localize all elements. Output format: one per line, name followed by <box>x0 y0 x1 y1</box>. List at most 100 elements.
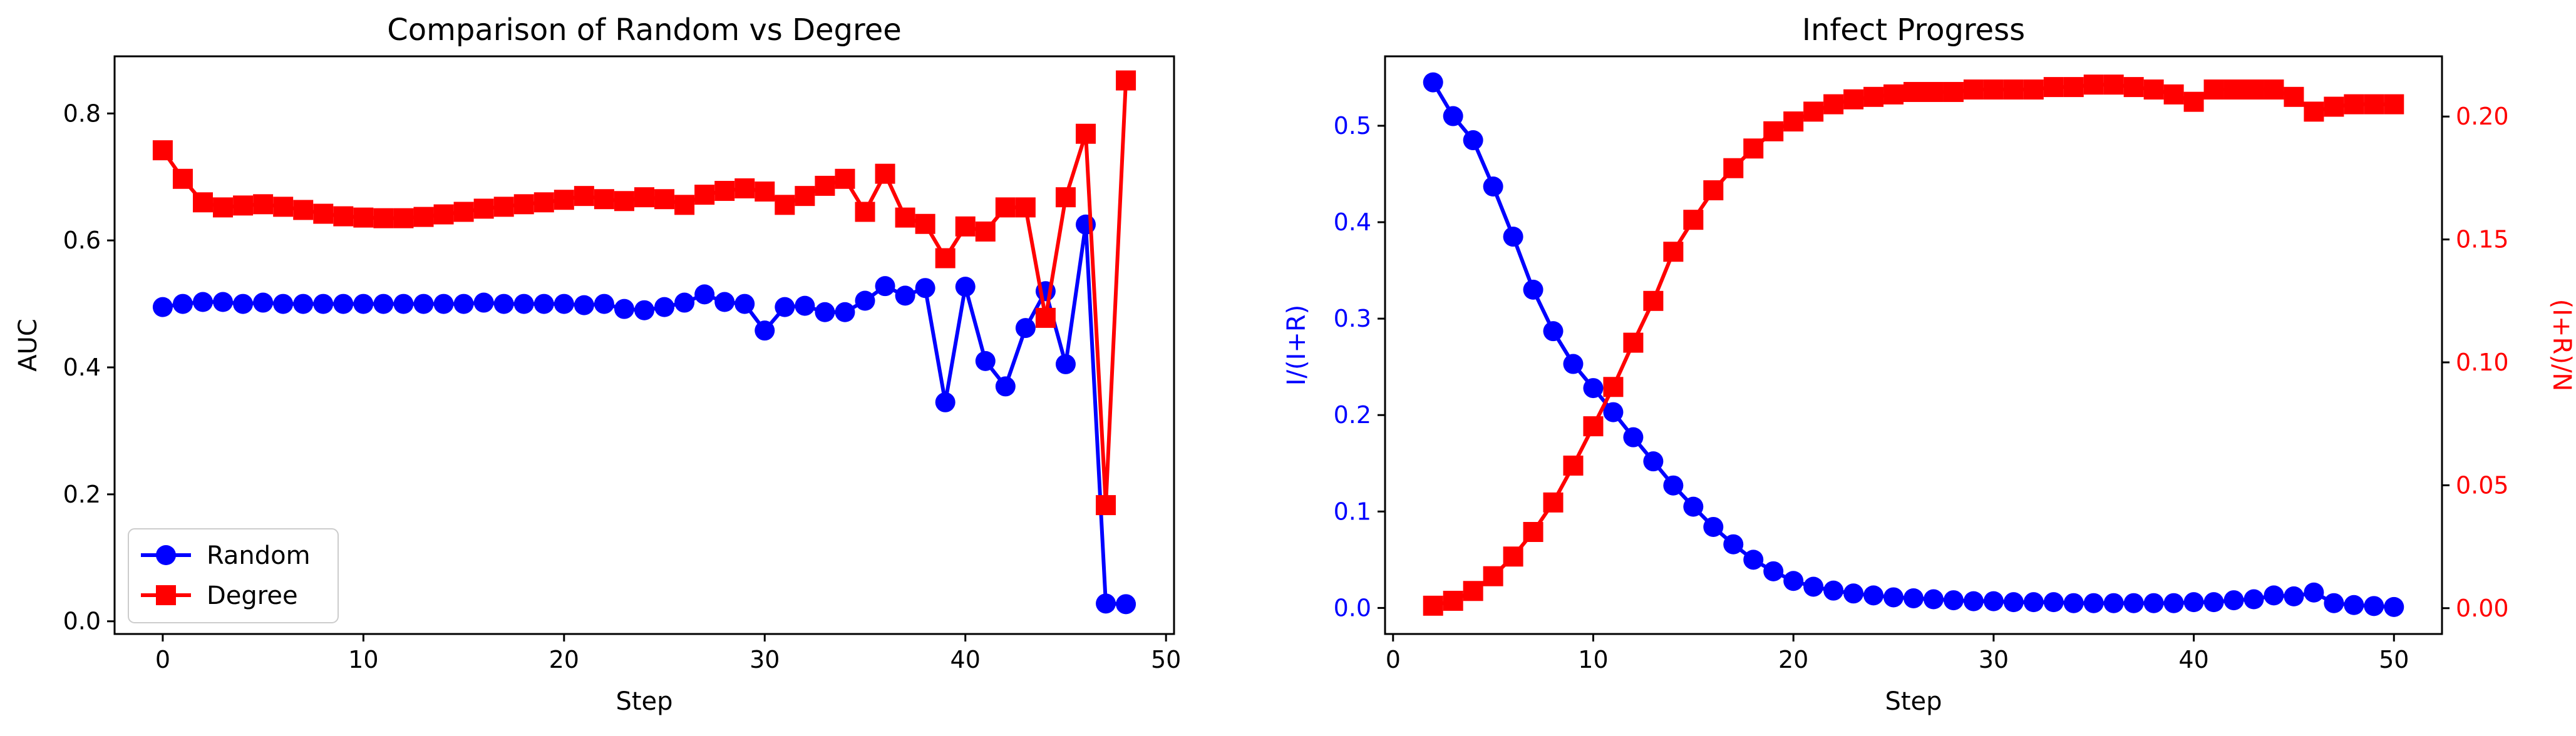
data-point <box>253 194 274 215</box>
data-point <box>1623 427 1644 447</box>
data-point <box>1963 591 1984 611</box>
data-point <box>775 297 795 317</box>
data-point <box>714 181 735 202</box>
data-point <box>433 294 454 314</box>
data-point <box>1096 593 1116 614</box>
data-point <box>333 294 354 314</box>
y-tick-label: 0.4 <box>63 354 101 381</box>
data-point <box>674 292 695 313</box>
data-point <box>1503 546 1523 567</box>
data-point <box>554 294 574 314</box>
y-right-tick-label: 0.10 <box>2456 349 2509 376</box>
data-point <box>2063 77 2084 98</box>
data-point <box>955 216 976 237</box>
data-point <box>2143 593 2164 613</box>
x-axis-label: Step <box>1885 687 1942 716</box>
data-point <box>1783 111 1804 132</box>
data-point <box>493 294 514 314</box>
data-point <box>2123 593 2144 613</box>
data-point <box>152 297 173 317</box>
x-tick-label: 50 <box>2379 646 2409 673</box>
x-tick-label: 20 <box>1778 646 1808 673</box>
data-point <box>554 190 574 210</box>
data-point <box>533 294 554 314</box>
y-right-axis-label: (I+R)/N <box>2547 299 2576 392</box>
x-tick-label: 10 <box>348 646 378 673</box>
data-point <box>1663 242 1684 262</box>
data-point <box>574 295 594 315</box>
data-point <box>835 168 855 189</box>
data-point <box>2344 595 2364 615</box>
y-tick-label: 0.2 <box>1334 401 1371 429</box>
legend-entry <box>141 545 191 565</box>
data-point <box>694 185 715 205</box>
data-point <box>1096 495 1116 516</box>
y-axis-label: I/(I+R) <box>1282 305 1311 386</box>
data-point <box>775 195 795 215</box>
x-tick-label: 50 <box>1151 646 1181 673</box>
data-point <box>353 294 374 314</box>
data-point <box>1883 587 1904 608</box>
data-point <box>1943 81 1964 102</box>
data-point <box>574 186 594 207</box>
data-point <box>1803 101 1824 122</box>
data-point <box>333 206 354 227</box>
data-point <box>172 168 193 189</box>
data-point <box>453 294 474 314</box>
data-point <box>2384 596 2404 617</box>
data-point <box>734 294 755 314</box>
data-point <box>975 221 996 242</box>
data-point <box>2103 593 2124 613</box>
data-point <box>2364 94 2384 115</box>
data-point <box>1763 561 1784 581</box>
y-right-tick-label: 0.20 <box>2456 103 2509 130</box>
data-point <box>313 203 334 224</box>
data-point <box>1703 516 1724 537</box>
legend-marker <box>156 585 176 605</box>
data-point <box>614 191 634 212</box>
plot-frame <box>1384 55 2443 635</box>
data-point <box>2083 593 2104 613</box>
data-point <box>453 202 474 222</box>
data-point <box>1015 318 1036 339</box>
data-point <box>1663 475 1684 496</box>
data-point <box>1763 121 1784 141</box>
y-tick-label: 0.1 <box>1334 498 1371 525</box>
data-point <box>1943 590 1964 611</box>
data-point <box>2183 592 2204 613</box>
data-point <box>1803 576 1824 597</box>
data-point <box>2143 79 2164 100</box>
data-point <box>1543 321 1564 342</box>
data-point <box>2183 91 2204 112</box>
data-point <box>253 292 274 313</box>
data-point <box>935 248 956 268</box>
data-point <box>594 294 614 314</box>
series-random <box>152 214 1136 615</box>
y-tick-label: 0.5 <box>1334 112 1371 140</box>
data-point <box>2304 101 2324 122</box>
data-point <box>293 200 314 220</box>
data-point <box>1923 81 1944 102</box>
data-point <box>1603 377 1624 397</box>
data-point <box>835 302 855 322</box>
y-tick-label: 0.6 <box>63 227 101 254</box>
y-right-tick-label: 0.15 <box>2456 226 2509 253</box>
data-point <box>714 292 735 312</box>
data-point <box>995 376 1016 397</box>
data-point <box>493 197 514 217</box>
data-point <box>2063 593 2084 613</box>
data-point <box>975 350 996 371</box>
data-point <box>1423 72 1443 93</box>
data-point <box>1015 197 1036 218</box>
data-point <box>293 294 314 314</box>
data-point <box>2244 589 2264 610</box>
data-point <box>2023 79 2044 100</box>
data-point <box>1423 595 1443 616</box>
y-tick-label: 0.4 <box>1334 208 1371 236</box>
data-point <box>473 292 494 313</box>
y-tick-label: 0.0 <box>63 608 101 635</box>
data-point <box>1683 496 1704 517</box>
data-point <box>1563 354 1584 374</box>
data-point <box>1503 227 1523 247</box>
